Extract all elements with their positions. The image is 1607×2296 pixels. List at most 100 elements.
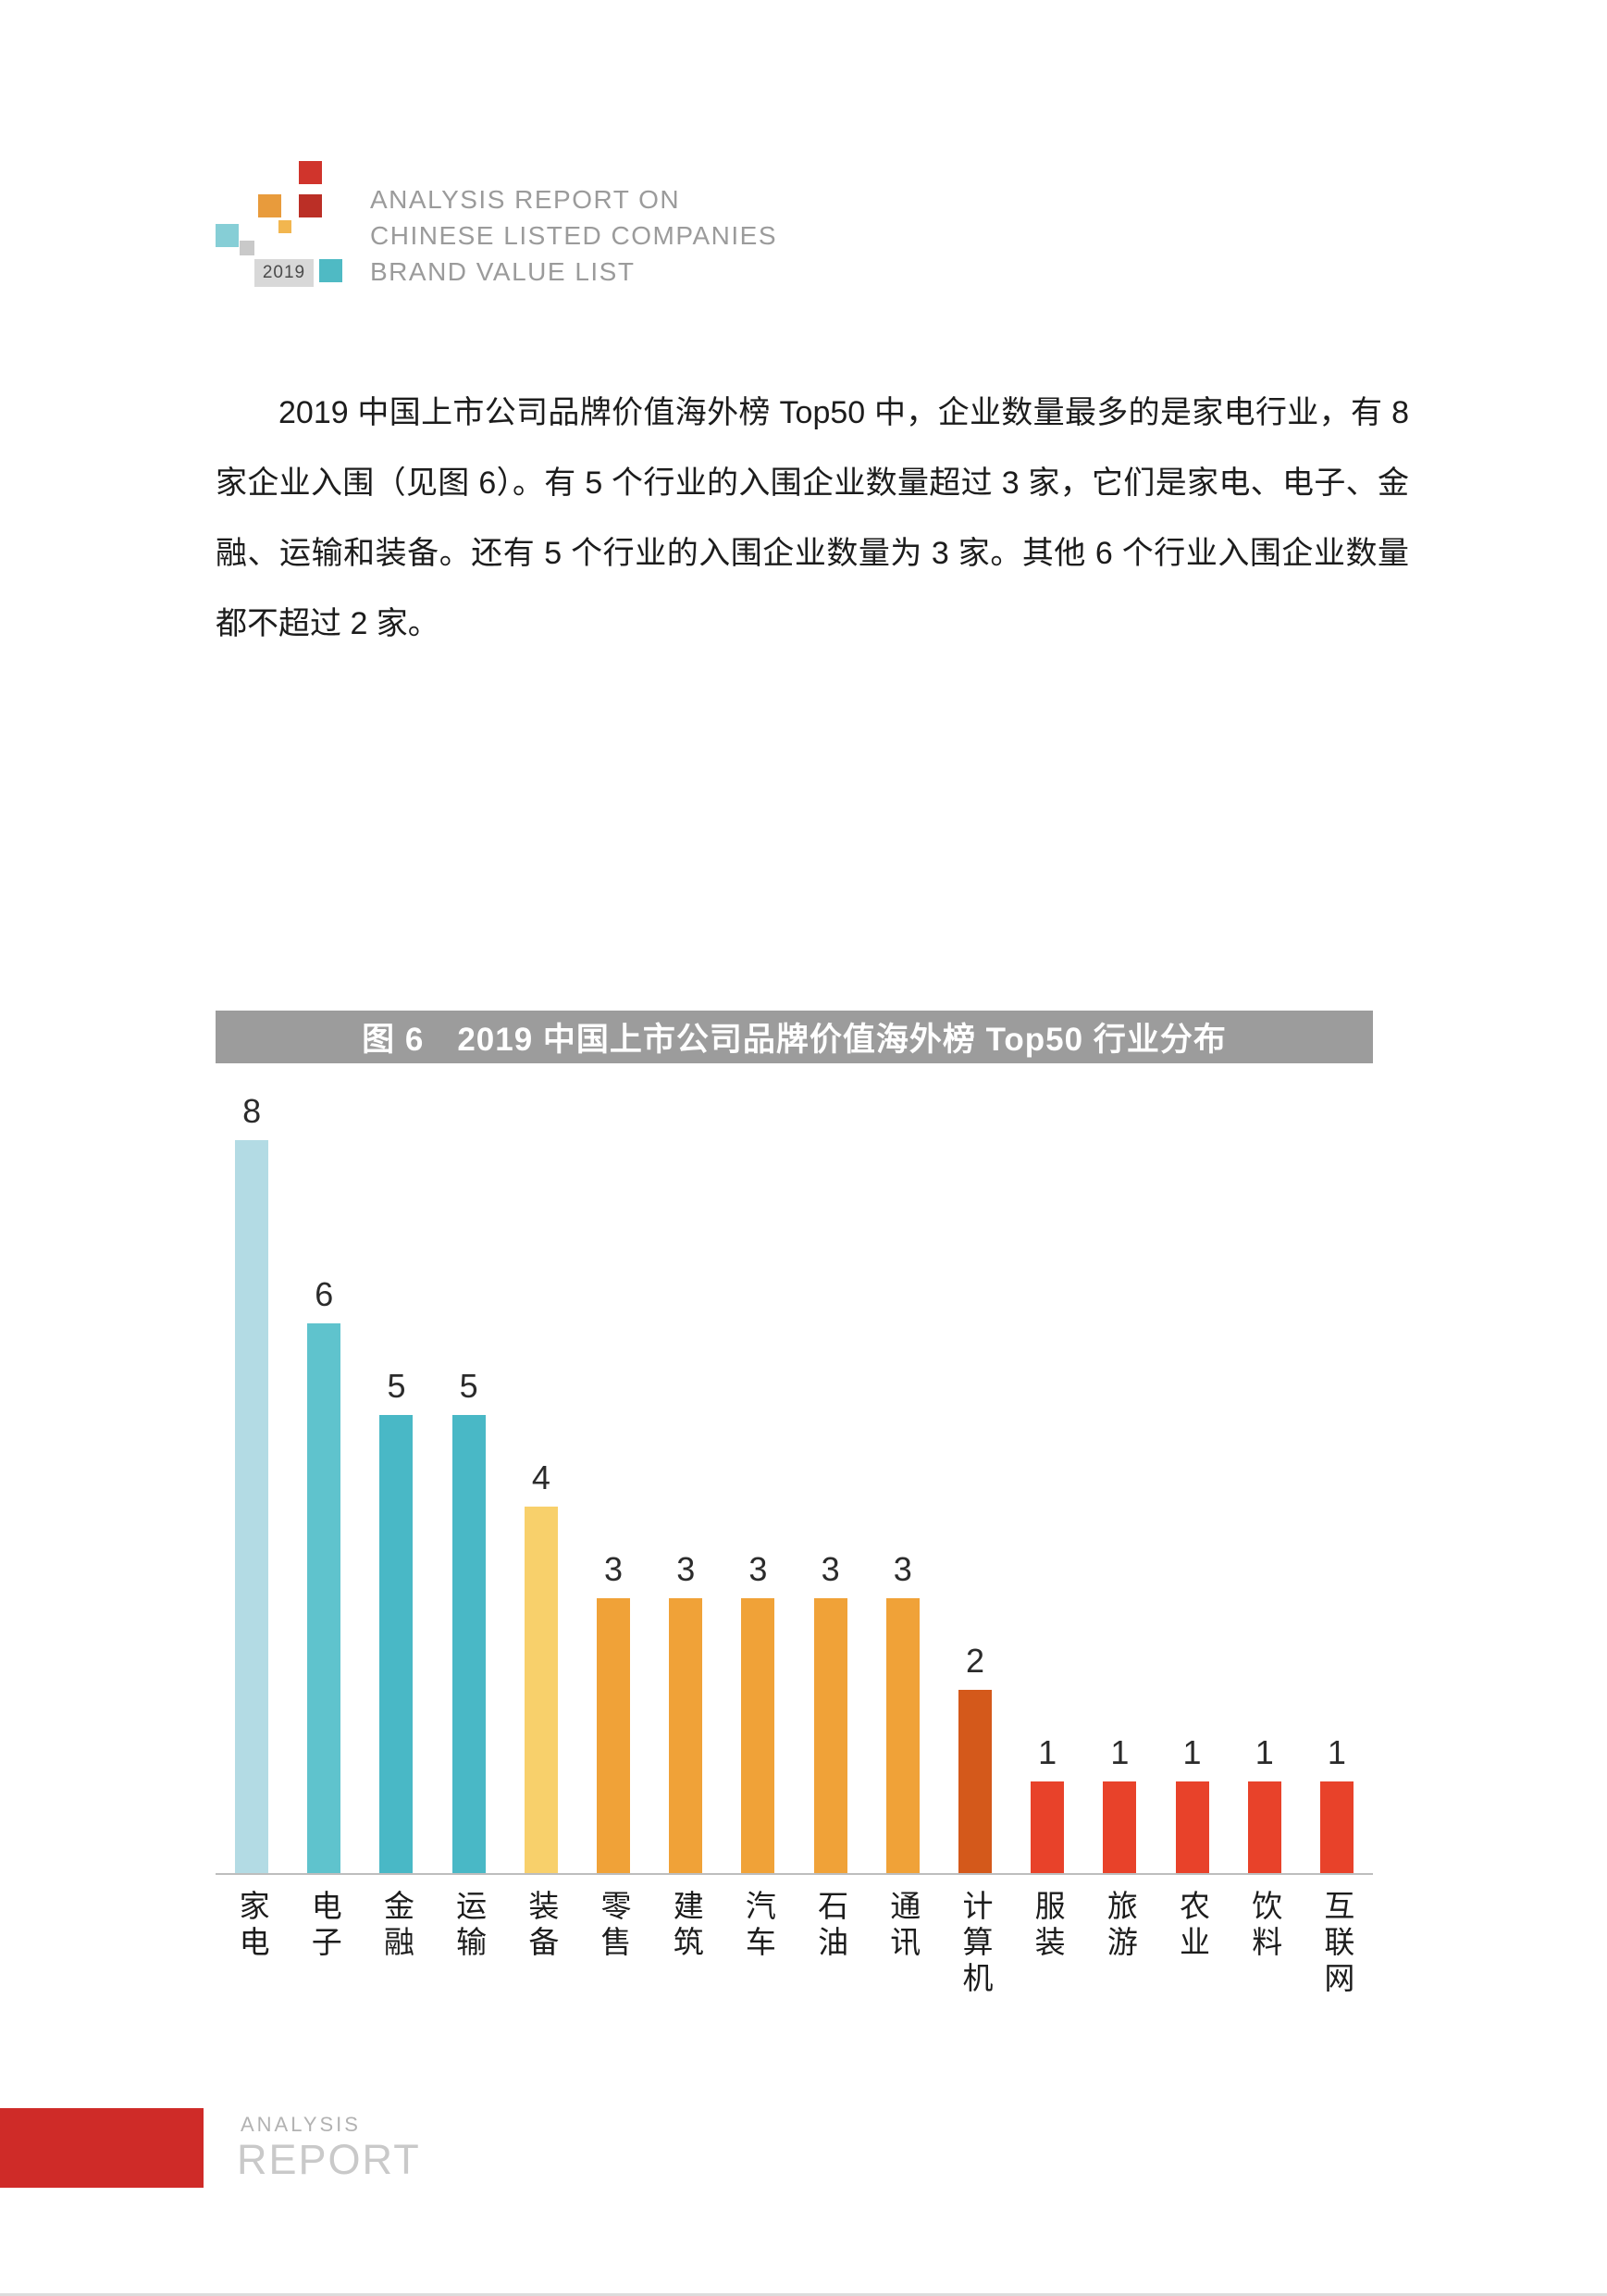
category-label-wrap: 汽车 — [722, 1875, 794, 1998]
figure-title-bar: 图 6 2019 中国上市公司品牌价值海外榜 Top50 行业分布 — [216, 1011, 1373, 1063]
bar — [813, 1598, 847, 1873]
category-label: 建筑 — [669, 1890, 704, 1962]
bar-value-label: 1 — [1110, 1733, 1130, 1771]
header-title-line-3: BRAND VALUE LIST — [370, 257, 636, 286]
logo-square-red — [299, 161, 322, 184]
page-bottom-edge — [0, 2293, 1607, 2296]
header-title-line-1: ANALYSIS REPORT ON — [370, 185, 681, 214]
bar-chart: 8 6 5 5 4 3 3 3 3 3 2 1 1 1 1 1 家电 电子 金融 运输 装备 零售 建筑 汽车 石油 通讯 计算机… — [216, 1055, 1373, 1998]
category-label-wrap: 运输 — [433, 1875, 505, 1998]
bar-column: 4 — [505, 1458, 577, 1873]
bar — [1103, 1781, 1137, 1873]
category-label: 互联网 — [1319, 1890, 1354, 1998]
category-label: 装备 — [524, 1890, 559, 1962]
bar — [1247, 1781, 1281, 1873]
bar — [741, 1598, 775, 1873]
category-label-wrap: 计算机 — [939, 1875, 1011, 1998]
category-label: 计算机 — [958, 1890, 993, 1998]
category-label: 零售 — [597, 1890, 632, 1962]
category-label-wrap: 建筑 — [649, 1875, 722, 1998]
category-label-wrap: 电子 — [288, 1875, 360, 1998]
bar-column: 1 — [1301, 1733, 1373, 1873]
logo-square-orange — [258, 194, 281, 217]
bar-value-label: 6 — [315, 1275, 334, 1313]
logo-square-lightteal — [216, 224, 239, 247]
bar-column: 3 — [649, 1550, 722, 1873]
category-label: 石油 — [813, 1890, 848, 1962]
bar — [451, 1415, 486, 1873]
bar-value-label: 1 — [1255, 1733, 1274, 1771]
bar — [307, 1323, 341, 1873]
footer-report-label: REPORT — [237, 2136, 421, 2183]
bar-column: 5 — [360, 1367, 432, 1873]
logo-square-darkred — [299, 194, 322, 217]
bar — [885, 1598, 920, 1873]
bar — [597, 1598, 631, 1873]
bar — [235, 1140, 269, 1873]
bar-value-label: 4 — [531, 1458, 550, 1496]
category-label-wrap: 零售 — [577, 1875, 649, 1998]
body-paragraph: 2019 中国上市公司品牌价值海外榜 Top50 中，企业数量最多的是家电行业，… — [216, 395, 1409, 641]
bar — [1031, 1781, 1065, 1873]
logo-square-teal — [319, 259, 342, 282]
bar-value-label: 2 — [965, 1642, 984, 1680]
bar — [1175, 1781, 1209, 1873]
bar-value-label: 1 — [1038, 1733, 1057, 1771]
category-label: 家电 — [235, 1890, 270, 1962]
bar — [1319, 1781, 1354, 1873]
chart-plot-area: 8 6 5 5 4 3 3 3 3 3 2 1 1 1 1 1 — [216, 1055, 1373, 1875]
bar-column: 2 — [939, 1642, 1011, 1873]
category-label: 通讯 — [885, 1890, 921, 1962]
footer-accent-bar — [0, 2108, 204, 2188]
category-label: 旅游 — [1103, 1890, 1138, 1962]
chart-category-axis: 家电 电子 金融 运输 装备 零售 建筑 汽车 石油 通讯 计算机 服装 旅游 农业 饮料 互联网 — [216, 1875, 1373, 1998]
bar-column: 1 — [1229, 1733, 1301, 1873]
category-label-wrap: 旅游 — [1083, 1875, 1156, 1998]
category-label: 运输 — [451, 1890, 487, 1962]
bar-column: 8 — [216, 1092, 288, 1873]
bar-column: 1 — [1083, 1733, 1156, 1873]
bar — [958, 1690, 992, 1873]
category-label: 电子 — [307, 1890, 342, 1962]
bar-value-label: 3 — [604, 1550, 624, 1588]
bar — [669, 1598, 703, 1873]
bar-column: 5 — [433, 1367, 505, 1873]
brand-logo: 2019 — [216, 159, 354, 298]
bar-column: 6 — [288, 1275, 360, 1873]
category-label: 汽车 — [741, 1890, 776, 1962]
bar-value-label: 3 — [748, 1550, 768, 1588]
bar-value-label: 3 — [676, 1550, 696, 1588]
bar-column: 3 — [577, 1550, 649, 1873]
category-label-wrap: 金融 — [360, 1875, 432, 1998]
bar-column: 3 — [867, 1550, 939, 1873]
category-label: 农业 — [1175, 1890, 1210, 1962]
category-label-wrap: 通讯 — [867, 1875, 939, 1998]
category-label-wrap: 服装 — [1011, 1875, 1083, 1998]
bar-column: 1 — [1011, 1733, 1083, 1873]
report-header-title: ANALYSIS REPORT ON CHINESE LISTED COMPAN… — [370, 181, 777, 290]
category-label: 服装 — [1031, 1890, 1066, 1962]
logo-year-badge: 2019 — [254, 259, 314, 287]
bar-column: 1 — [1156, 1733, 1228, 1873]
category-label-wrap: 家电 — [216, 1875, 288, 1998]
category-label-wrap: 装备 — [505, 1875, 577, 1998]
logo-square-small-orange — [278, 220, 291, 233]
bar-value-label: 3 — [893, 1550, 912, 1588]
category-label-wrap: 农业 — [1156, 1875, 1228, 1998]
bar-value-label: 1 — [1327, 1733, 1346, 1771]
category-label-wrap: 饮料 — [1229, 1875, 1301, 1998]
category-label: 金融 — [379, 1890, 414, 1962]
category-label-wrap: 石油 — [795, 1875, 867, 1998]
bar — [524, 1507, 558, 1873]
footer-analysis-label: ANALYSIS — [241, 2113, 361, 2136]
bar — [379, 1415, 414, 1873]
bar-value-label: 8 — [242, 1092, 262, 1130]
category-label: 饮料 — [1247, 1890, 1282, 1962]
logo-square-gray — [240, 241, 254, 255]
bar-value-label: 5 — [459, 1367, 478, 1405]
bar-column: 3 — [795, 1550, 867, 1873]
header-title-line-2: CHINESE LISTED COMPANIES — [370, 221, 778, 250]
bar-value-label: 5 — [387, 1367, 406, 1405]
bar-value-label: 1 — [1182, 1733, 1202, 1771]
